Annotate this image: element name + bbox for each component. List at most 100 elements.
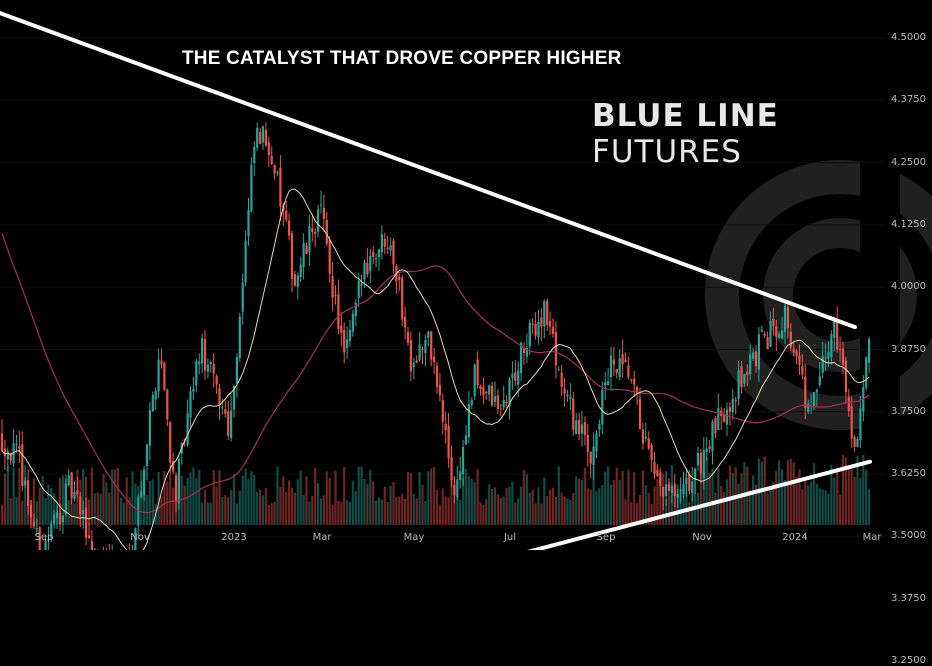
candle-body bbox=[540, 317, 543, 327]
volume-bar bbox=[0, 504, 4, 525]
volume-bar bbox=[841, 455, 845, 525]
volume-bar bbox=[377, 497, 381, 525]
volume-bar bbox=[699, 458, 702, 525]
candle-body bbox=[87, 535, 91, 539]
volume-bar bbox=[166, 481, 169, 525]
candle-body bbox=[479, 385, 482, 390]
candle-body bbox=[621, 354, 624, 365]
candle-body bbox=[462, 447, 465, 475]
candle-body bbox=[775, 326, 778, 337]
candle-body bbox=[145, 444, 149, 467]
candle-body bbox=[485, 391, 488, 394]
volume-bar bbox=[656, 479, 659, 525]
candle-body bbox=[296, 275, 299, 287]
candle-body bbox=[372, 251, 375, 257]
candle-body bbox=[830, 334, 833, 357]
brand-part2: FUTURES bbox=[592, 134, 742, 170]
volume-bar bbox=[456, 495, 459, 525]
candle-body bbox=[354, 302, 357, 317]
candle-body bbox=[656, 469, 659, 476]
candle-body bbox=[409, 340, 412, 371]
volume-bar bbox=[522, 469, 526, 525]
volume-bar bbox=[160, 496, 163, 525]
candle-body bbox=[58, 512, 62, 525]
volume-bar bbox=[375, 500, 378, 525]
volume-bar bbox=[508, 486, 511, 525]
volume-bar bbox=[725, 479, 729, 525]
candle-body bbox=[546, 300, 549, 325]
volume-bar bbox=[601, 484, 604, 525]
volume-bar bbox=[192, 467, 195, 525]
candle-body bbox=[293, 274, 296, 286]
x-tick-label: Jul bbox=[503, 532, 517, 543]
volume-bar bbox=[35, 501, 38, 525]
volume-bar bbox=[609, 484, 613, 525]
volume-bar bbox=[308, 501, 311, 525]
candle-body bbox=[453, 485, 456, 496]
volume-bar bbox=[209, 502, 212, 525]
volume-bar bbox=[557, 466, 560, 525]
volume-bar bbox=[351, 480, 354, 525]
candle-body bbox=[601, 389, 604, 425]
volume-bar bbox=[627, 469, 630, 525]
volume-bar bbox=[50, 488, 53, 525]
volume-bar bbox=[296, 479, 299, 525]
volume-bar bbox=[227, 497, 230, 525]
volume-bar bbox=[343, 466, 346, 525]
volume-bar bbox=[238, 490, 241, 525]
candle-body bbox=[264, 130, 267, 146]
volume-bar bbox=[580, 479, 584, 525]
volume-bar bbox=[511, 481, 514, 525]
candle-body bbox=[737, 370, 740, 399]
candle-body bbox=[418, 344, 421, 361]
volume-bar bbox=[44, 497, 47, 525]
volume-bar bbox=[537, 487, 540, 525]
volume-bar bbox=[125, 477, 128, 525]
volume-bar bbox=[749, 489, 752, 525]
candle-body bbox=[476, 359, 479, 385]
candle-body bbox=[441, 400, 444, 422]
volume-bar bbox=[9, 498, 12, 525]
volume-bar bbox=[105, 482, 108, 525]
volume-bar bbox=[630, 502, 633, 525]
candle-body bbox=[685, 478, 688, 484]
candle-body bbox=[868, 338, 871, 363]
candle-body bbox=[163, 362, 166, 391]
candle-body bbox=[189, 391, 192, 418]
volume-bar bbox=[459, 499, 462, 525]
volume-bar bbox=[705, 457, 708, 525]
candle-body bbox=[699, 452, 702, 474]
volume-bar bbox=[53, 493, 56, 525]
volume-bar bbox=[702, 471, 705, 525]
volume-bar bbox=[267, 504, 270, 525]
volume-bar bbox=[572, 492, 575, 525]
candle-body bbox=[644, 436, 647, 439]
volume-bar bbox=[433, 467, 436, 525]
volume-bar bbox=[41, 475, 44, 525]
candle-body bbox=[285, 210, 288, 220]
candle-body bbox=[569, 396, 572, 400]
volume-bar bbox=[798, 469, 801, 525]
volume-bar bbox=[401, 493, 404, 525]
volume-bar bbox=[82, 468, 85, 525]
volume-bar bbox=[772, 481, 775, 525]
x-tick-label: Mar bbox=[862, 532, 882, 543]
price-chart bbox=[0, 11, 932, 550]
candle-body bbox=[18, 445, 21, 449]
candle-body bbox=[786, 307, 789, 329]
candle-body bbox=[447, 425, 450, 459]
volume-bar bbox=[517, 498, 520, 525]
candle-body bbox=[528, 322, 531, 347]
volume-bar bbox=[575, 476, 578, 525]
volume-bar bbox=[421, 484, 424, 525]
volume-bar bbox=[520, 486, 523, 525]
candle-body bbox=[612, 359, 615, 365]
candle-body bbox=[302, 242, 305, 268]
volume-bar bbox=[195, 478, 198, 525]
candle-body bbox=[801, 365, 804, 375]
candle-body bbox=[578, 419, 581, 435]
candle-body bbox=[464, 435, 468, 445]
volume-bar bbox=[830, 464, 833, 525]
volume-bar bbox=[583, 467, 586, 525]
candle-body bbox=[723, 413, 726, 422]
